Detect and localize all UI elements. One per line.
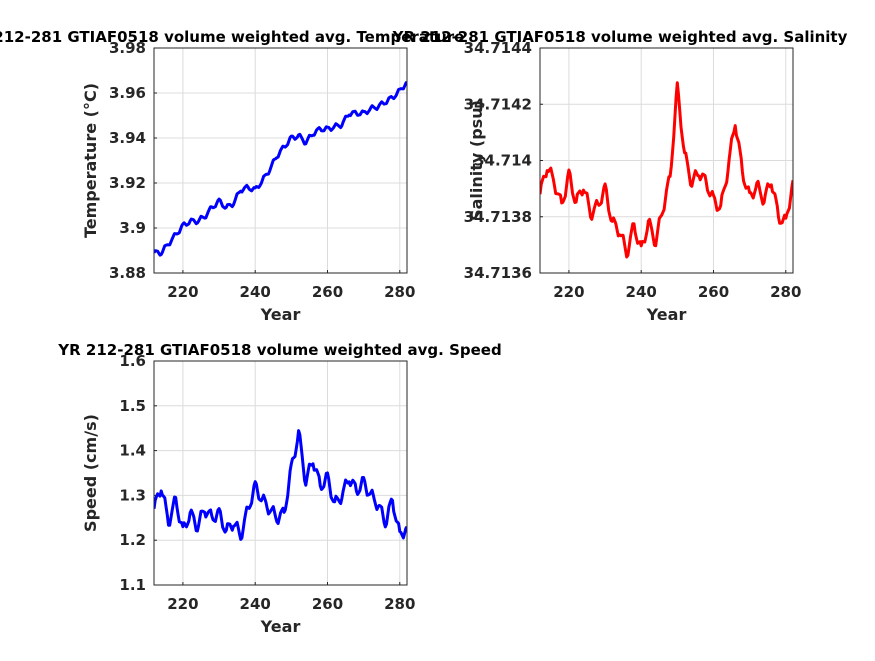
temperature-axes-box	[153, 47, 408, 274]
temperature-y-tick-label: 3.9	[119, 219, 146, 237]
speed-axes-box	[153, 360, 408, 586]
temperature-y-tick-label: 3.96	[109, 84, 146, 102]
temperature-y-tick-label: 3.88	[109, 264, 146, 282]
speed-y-tick-label: 1.5	[119, 397, 146, 415]
salinity-x-tick-label: 260	[698, 283, 729, 301]
salinity-x-axis-label: Year	[646, 305, 687, 324]
temperature-plot-area	[154, 48, 407, 273]
salinity-series-line	[540, 81, 793, 259]
speed-x-axis-label: Year	[260, 617, 301, 636]
temperature-x-tick-label: 220	[167, 283, 198, 301]
salinity-x-tick-label: 280	[770, 283, 801, 301]
temperature-x-tick-label: 260	[312, 283, 343, 301]
speed-y-tick-label: 1.1	[119, 576, 146, 594]
salinity-axes-box	[539, 47, 794, 274]
salinity-y-tick-label: 34.714	[474, 152, 532, 170]
speed-chart-title: YR 212-281 GTIAF0518 volume weighted avg…	[57, 341, 501, 359]
speed-x-tick-label: 260	[312, 595, 343, 613]
salinity-y-tick-label: 34.7138	[464, 208, 532, 226]
temperature-y-tick-label: 3.92	[109, 174, 146, 192]
speed-chart: 220 240 260 280 1.1 1.2 1.3 1.4 1.5 1.6 Year Speed …	[57, 341, 501, 636]
temperature-series-line	[154, 80, 407, 257]
speed-plot-area	[154, 361, 407, 585]
speed-y-tick-label: 1.6	[119, 352, 146, 370]
temperature-x-tick-label: 240	[240, 283, 271, 301]
temperature-chart: 220 240 260 280 3.88 3.9 3.92 3.94 3.96 3.98 Year T…	[0, 28, 464, 324]
salinity-x-tick-label: 240	[626, 283, 657, 301]
speed-series-line	[154, 429, 407, 541]
salinity-y-tick-label: 34.7136	[464, 264, 532, 282]
temperature-x-axis-label: Year	[260, 305, 301, 324]
speed-y-tick-label: 1.3	[119, 486, 146, 504]
temperature-chart-title: YR 212-281 GTIAF0518 volume weighted avg…	[0, 28, 464, 46]
speed-y-tick-label: 1.4	[119, 442, 146, 460]
salinity-y-tick-label: 34.7142	[464, 95, 532, 113]
temperature-y-tick-label: 3.98	[109, 39, 146, 57]
speed-x-tick-label: 240	[240, 595, 271, 613]
salinity-x-tick-label: 220	[553, 283, 584, 301]
speed-x-tick-label: 220	[167, 595, 198, 613]
salinity-chart: 220 240 260 280 34.7136 34.7138 34.714 34.7142 3…	[392, 28, 848, 324]
temperature-y-axis-label: Temperature (°C)	[81, 83, 100, 238]
salinity-chart-title: YR 212-281 GTIAF0518 volume weighted avg…	[392, 28, 848, 46]
salinity-y-tick-label: 34.7144	[464, 39, 532, 57]
temperature-y-tick-label: 3.94	[109, 129, 146, 147]
speed-y-axis-label: Speed (cm/s)	[81, 414, 100, 532]
salinity-y-axis-label: Salinity (psu)	[467, 100, 486, 221]
speed-x-tick-label: 280	[384, 595, 415, 613]
speed-y-tick-label: 1.2	[119, 531, 146, 549]
temperature-x-tick-label: 280	[384, 283, 415, 301]
